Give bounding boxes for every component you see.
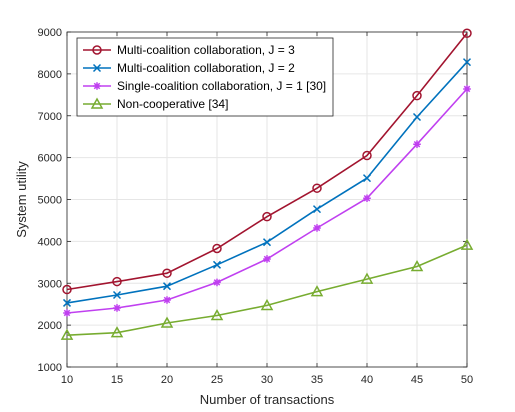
data-point bbox=[312, 205, 322, 214]
data-point bbox=[262, 238, 272, 247]
legend-item: Non-cooperative [34] bbox=[83, 97, 228, 111]
legend-label: Multi-coalition collaboration, J = 3 bbox=[117, 43, 295, 57]
data-point bbox=[460, 238, 474, 250]
series-2 bbox=[62, 58, 472, 307]
x-tick-label: 20 bbox=[161, 374, 173, 386]
data-point bbox=[412, 112, 422, 122]
series-line bbox=[66, 32, 468, 291]
legend-item: Multi-coalition collaboration, J = 3 bbox=[83, 43, 295, 57]
legend-marker bbox=[93, 82, 101, 90]
legend-item: Single-coalition collaboration, J = 1 [3… bbox=[83, 79, 326, 93]
y-tick-label: 3000 bbox=[38, 278, 62, 290]
legend-label: Single-coalition collaboration, J = 1 [3… bbox=[117, 79, 326, 93]
data-point bbox=[60, 328, 74, 340]
x-axis-title: Number of transactions bbox=[200, 392, 335, 407]
data-point bbox=[413, 140, 421, 149]
y-tick-label: 5000 bbox=[38, 195, 62, 207]
legend-label: Multi-coalition collaboration, J = 2 bbox=[117, 61, 295, 75]
axes: 10 15 20 25 30 35 40 45 50 1000 2000 3000 4000 5000 60… bbox=[38, 27, 474, 386]
series-line bbox=[66, 244, 468, 336]
data-point bbox=[212, 260, 222, 269]
y-tick-label: 8000 bbox=[38, 69, 62, 81]
data-point bbox=[312, 183, 322, 193]
data-point bbox=[362, 150, 372, 161]
data-point bbox=[63, 309, 71, 317]
data-point bbox=[210, 308, 224, 321]
data-point bbox=[313, 224, 321, 232]
y-tick-label: 1000 bbox=[38, 362, 62, 374]
data-point bbox=[462, 58, 472, 67]
data-point bbox=[162, 282, 172, 291]
x-tick-label: 15 bbox=[111, 374, 123, 386]
x-tick-label: 50 bbox=[461, 374, 473, 386]
y-axis-title: System utility bbox=[14, 161, 29, 238]
data-point bbox=[163, 296, 171, 304]
data-point bbox=[112, 290, 122, 300]
data-point bbox=[360, 272, 374, 284]
legend-marker bbox=[92, 63, 102, 73]
data-point bbox=[110, 326, 124, 338]
data-point bbox=[112, 276, 122, 287]
legend-marker bbox=[90, 97, 104, 109]
series-3 bbox=[63, 85, 471, 317]
data-point bbox=[162, 268, 172, 278]
legend-box bbox=[76, 37, 334, 117]
y-tick-label: 9000 bbox=[38, 27, 62, 39]
data-point bbox=[262, 211, 272, 222]
x-tick-label: 40 bbox=[361, 374, 373, 386]
y-tick-label: 4000 bbox=[38, 236, 62, 248]
legend-label: Non-cooperative [34] bbox=[117, 97, 228, 111]
y-tick-label: 7000 bbox=[38, 111, 62, 123]
x-tick-label: 10 bbox=[61, 374, 73, 386]
data-point bbox=[260, 298, 274, 311]
series-group bbox=[60, 28, 474, 340]
data-point bbox=[310, 285, 324, 297]
x-tick-label: 45 bbox=[411, 374, 423, 386]
data-point bbox=[463, 85, 471, 93]
legend-marker bbox=[92, 45, 102, 55]
data-point bbox=[362, 174, 372, 183]
data-point bbox=[412, 90, 422, 101]
data-point bbox=[160, 316, 174, 328]
series-1 bbox=[62, 28, 472, 295]
y-tick-label: 2000 bbox=[38, 320, 62, 332]
data-point bbox=[113, 304, 121, 312]
legend-item: Multi-coalition collaboration, J = 2 bbox=[83, 61, 295, 75]
legend: Multi-coalition collaboration, J = 3 Mult… bbox=[76, 37, 334, 117]
x-tick-label: 25 bbox=[211, 374, 223, 386]
data-point bbox=[62, 284, 72, 295]
x-tick-label: 30 bbox=[261, 374, 273, 386]
data-point bbox=[213, 278, 221, 287]
x-tick-label: 35 bbox=[311, 374, 323, 386]
data-point bbox=[462, 28, 472, 39]
data-point bbox=[363, 194, 371, 203]
data-point bbox=[410, 259, 424, 272]
data-point bbox=[62, 298, 72, 307]
data-point bbox=[212, 243, 222, 254]
series-4 bbox=[60, 238, 474, 340]
y-tick-label: 6000 bbox=[38, 153, 62, 165]
data-point bbox=[263, 255, 271, 263]
